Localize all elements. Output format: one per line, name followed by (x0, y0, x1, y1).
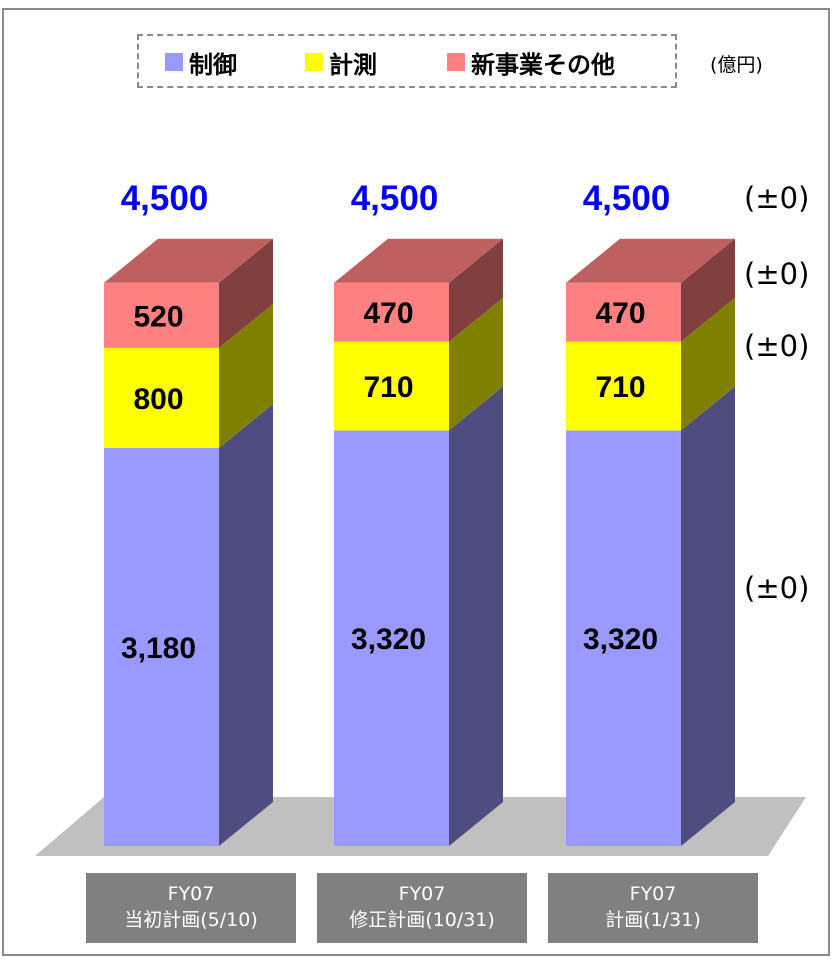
bar-measurement-1 (104, 347, 219, 448)
bar-side-control-3 (681, 386, 735, 846)
category-label-plan-line1: FY07 (629, 883, 677, 905)
value-label-new-business-3: 470 (595, 297, 645, 330)
bar-side-measurement-3 (681, 297, 735, 431)
bar-side-measurement-2 (449, 297, 503, 431)
bar-side-control-2 (449, 386, 503, 846)
value-label-measurement-1: 800 (133, 383, 183, 416)
value-label-control-1: 3,180 (121, 632, 196, 665)
total-label-3: 4,500 (583, 179, 671, 218)
legend: 制御 計測 新事業その他 (137, 34, 677, 88)
bar-control-3 (566, 430, 681, 846)
legend-label-control: 制御 (189, 50, 237, 79)
legend-item-measurement: 計測 (305, 47, 377, 79)
bar-side-new-business-3 (681, 238, 735, 342)
legend-swatch-measurement (305, 53, 323, 71)
bar-control-2 (334, 430, 449, 846)
bar-measurement-3 (566, 341, 681, 431)
category-label-initial-plan: FY07 当初計画(5/10) (86, 873, 296, 943)
delta-label-measure: (±0) (744, 329, 809, 363)
bar-control-1 (104, 448, 219, 846)
total-label-1: 4,500 (121, 179, 209, 218)
bar-side-new-business-2 (449, 238, 503, 342)
category-label-revised-plan: FY07 修正計画(10/31) (317, 873, 527, 943)
legend-item-control: 制御 (165, 47, 237, 79)
bar-side-measurement-1 (219, 303, 273, 448)
legend-item-new-business: 新事業その他 (447, 47, 615, 79)
total-label-2: 4,500 (351, 179, 439, 218)
bar-top-1 (104, 238, 273, 283)
bar-side-control-1 (219, 404, 273, 846)
category-label-plan-line2: 計画(1/31) (605, 909, 701, 931)
unit-label: (億円) (710, 54, 763, 76)
value-label-control-2: 3,320 (351, 623, 426, 656)
value-label-control-3: 3,320 (583, 623, 658, 656)
bar-top-2 (334, 238, 503, 283)
legend-swatch-new-business (447, 53, 465, 71)
delta-label-control: (±0) (744, 571, 809, 605)
value-label-new-business-1: 520 (133, 300, 183, 333)
legend-label-measurement: 計測 (329, 50, 377, 79)
category-label-initial-plan-line1: FY07 (167, 883, 215, 905)
value-label-measurement-2: 710 (363, 371, 413, 404)
bar-measurement-2 (334, 341, 449, 431)
category-label-revised-plan-line2: 修正計画(10/31) (349, 909, 495, 931)
value-label-measurement-3: 710 (595, 371, 645, 404)
category-label-initial-plan-line2: 当初計画(5/10) (124, 909, 258, 931)
category-label-revised-plan-line1: FY07 (398, 883, 446, 905)
legend-label-new-business: 新事業その他 (471, 50, 615, 79)
delta-label-other: (±0) (744, 257, 809, 291)
bar-new-business-3 (566, 282, 681, 342)
bar-side-new-business-1 (219, 238, 273, 348)
bar-new-business-2 (334, 282, 449, 342)
category-label-plan: FY07 計画(1/31) (548, 873, 758, 943)
legend-swatch-control (165, 53, 183, 71)
value-label-new-business-2: 470 (363, 297, 413, 330)
bar-new-business-1 (104, 282, 219, 348)
delta-label-total: (±0) (744, 181, 809, 215)
bar-top-3 (566, 238, 735, 283)
